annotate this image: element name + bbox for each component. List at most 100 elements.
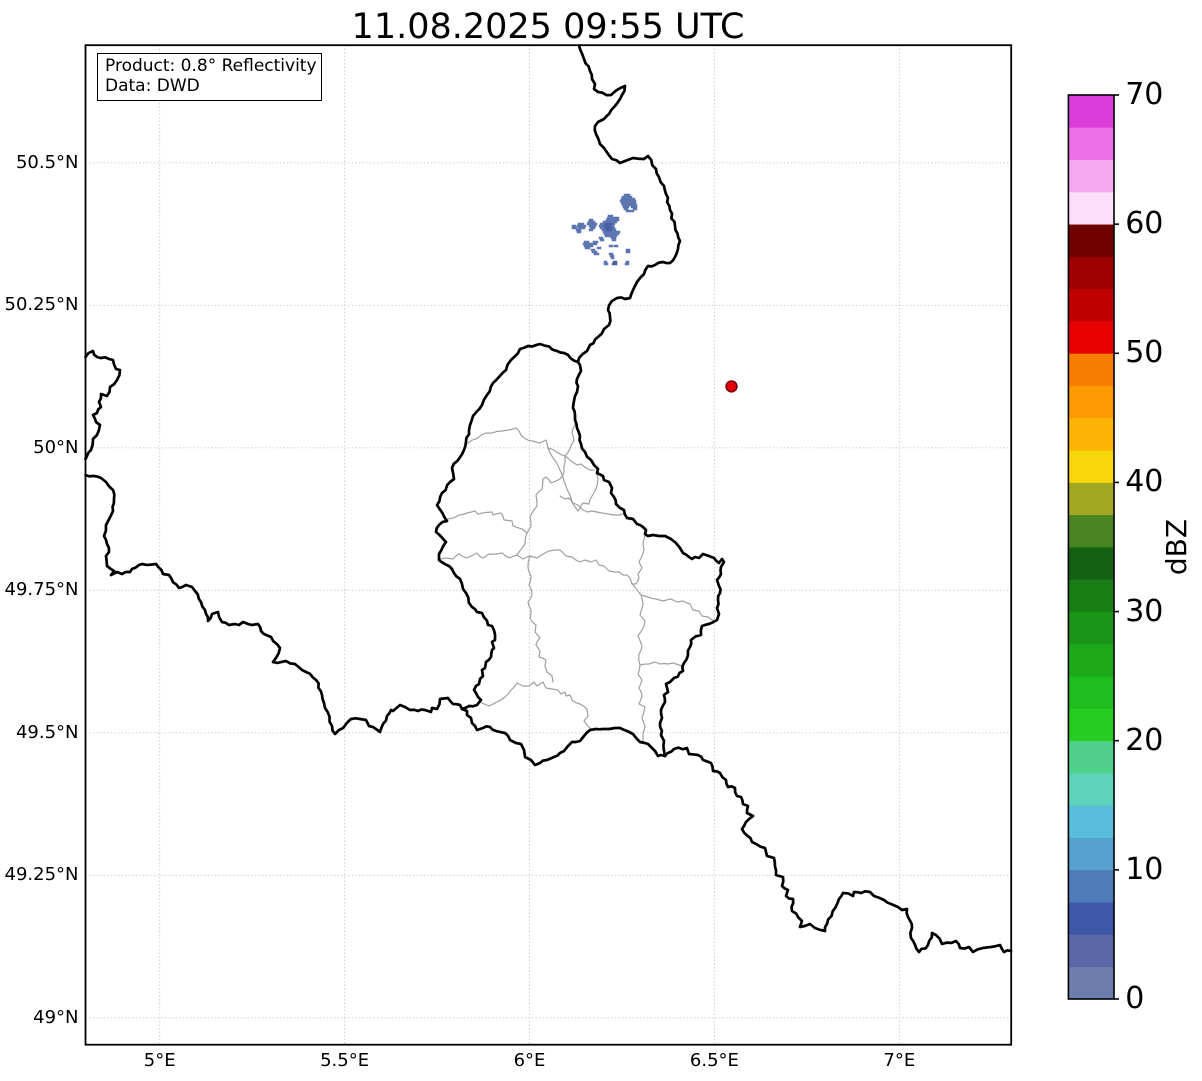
national-border	[571, 360, 726, 758]
colorbar-band	[1068, 514, 1114, 548]
radar-echo-cell	[632, 207, 638, 211]
y-tick-label: 50°N	[33, 436, 79, 458]
district-border	[479, 681, 592, 730]
colorbar-band	[1068, 482, 1114, 516]
radar-echo-cell	[582, 242, 592, 246]
radar-echo-cell	[620, 197, 636, 201]
national-border	[84, 473, 464, 736]
radar-echo-cell	[622, 205, 630, 209]
district-border	[447, 510, 528, 534]
colorbar-band	[1068, 321, 1114, 354]
national-border	[576, 44, 682, 364]
radar-echo-cell	[584, 246, 591, 250]
colorbar-band	[1068, 95, 1114, 128]
colorbar-band	[1068, 611, 1114, 645]
colorbar-axis-label: dBZ	[1160, 518, 1193, 576]
x-tick-label: 6°E	[513, 1049, 546, 1071]
radar-echo-cell	[620, 201, 637, 205]
colorbar-band	[1068, 256, 1114, 290]
colorbar-band	[1068, 902, 1114, 935]
plot-title: 11.08.2025 09:55 UTC	[351, 7, 745, 47]
radar-echo-cell	[590, 248, 596, 252]
colorbar-band	[1068, 837, 1114, 871]
radar-echo-cell	[576, 224, 587, 228]
radar-echo-cell	[610, 236, 617, 240]
annotation-source: Data: DWD	[105, 75, 200, 96]
radar-echo-cell	[598, 236, 604, 240]
radar-echo-cell	[625, 250, 631, 254]
radar-echo-cell	[629, 209, 635, 213]
radar-echo-cell	[613, 244, 619, 248]
colorbar-band	[1068, 353, 1114, 386]
district-border	[527, 555, 554, 683]
radar-echo-cell	[608, 244, 614, 248]
annotation-product: Product: 0.8° Reflectivity	[105, 56, 317, 76]
national-border	[663, 746, 1013, 954]
colorbar-band	[1068, 191, 1114, 225]
radar-echo-cell	[605, 218, 620, 222]
radar-echo-cell	[611, 262, 618, 266]
district-border	[467, 427, 566, 457]
radar-echo-cell	[575, 228, 582, 232]
radar-echo-cell	[611, 238, 617, 242]
radar-echo-cell	[607, 214, 614, 218]
radar-echo-cell	[612, 260, 618, 264]
radar-site-marker	[725, 380, 738, 393]
radar-echo-cell	[571, 226, 578, 230]
national-border	[84, 349, 122, 461]
radar-echo-cell	[606, 216, 616, 220]
colorbar-tick-label: 70	[1125, 77, 1164, 112]
x-tick-label: 6.5°E	[689, 1049, 739, 1071]
district-border	[516, 455, 566, 556]
district-border	[631, 535, 646, 585]
colorbar-band	[1068, 417, 1114, 451]
colorbar-band	[1068, 966, 1114, 1000]
radar-echo-cell	[608, 234, 618, 238]
radar-echo-cell	[611, 232, 620, 236]
x-tick-label: 5.5°E	[320, 1049, 370, 1071]
radar-echo-cell	[588, 218, 594, 222]
radar-echo-cell	[608, 252, 614, 256]
radar-echo-cell	[621, 195, 633, 199]
radar-echo-cell	[589, 226, 596, 230]
colorbar-band	[1068, 934, 1114, 968]
radar-echo-cell	[630, 205, 638, 209]
radar-echo-cell	[583, 244, 594, 248]
colorbar-band	[1068, 708, 1114, 742]
radar-echo-cell	[614, 216, 620, 220]
x-tick-label: 5°E	[143, 1049, 176, 1071]
district-border	[564, 416, 577, 457]
district-border	[564, 455, 595, 471]
radar-echo-cell	[599, 238, 605, 242]
colorbar-band	[1068, 450, 1114, 483]
y-tick-label: 50.5°N	[15, 151, 79, 173]
radar-echo-cell	[604, 226, 613, 230]
radar-echo-cell	[588, 224, 597, 228]
y-tick-label: 49.75°N	[4, 579, 79, 601]
colorbar-tick-label: 40	[1125, 464, 1164, 500]
district-border	[637, 594, 646, 742]
colorbar-band	[1068, 643, 1114, 677]
radar-echo-cell	[609, 254, 615, 258]
radar-echo-cell	[623, 193, 631, 197]
y-tick-label: 49.5°N	[15, 721, 79, 743]
colorbar-band	[1068, 773, 1114, 806]
colorbar-band	[1068, 579, 1114, 612]
radar-echo-cell	[593, 252, 600, 256]
radar-echo-cell	[576, 230, 582, 234]
radar-echo-cell	[604, 234, 610, 238]
radar-echo-cell	[577, 222, 585, 226]
radar-echo-cell	[625, 248, 631, 252]
radar-echo-cell	[610, 256, 615, 260]
colorbar-band	[1068, 159, 1114, 193]
colorbar-band	[1068, 676, 1114, 709]
radar-echo-cell	[625, 209, 631, 213]
radar-echo-cell	[624, 262, 630, 266]
colorbar-band	[1068, 385, 1114, 419]
radar-echo-cell	[577, 226, 586, 230]
national-border	[434, 342, 580, 711]
radar-echo-cell	[586, 222, 598, 226]
radar-echo-cell	[613, 230, 621, 234]
colorbar-tick-label: 10	[1125, 851, 1164, 887]
colorbar-band	[1068, 869, 1114, 903]
